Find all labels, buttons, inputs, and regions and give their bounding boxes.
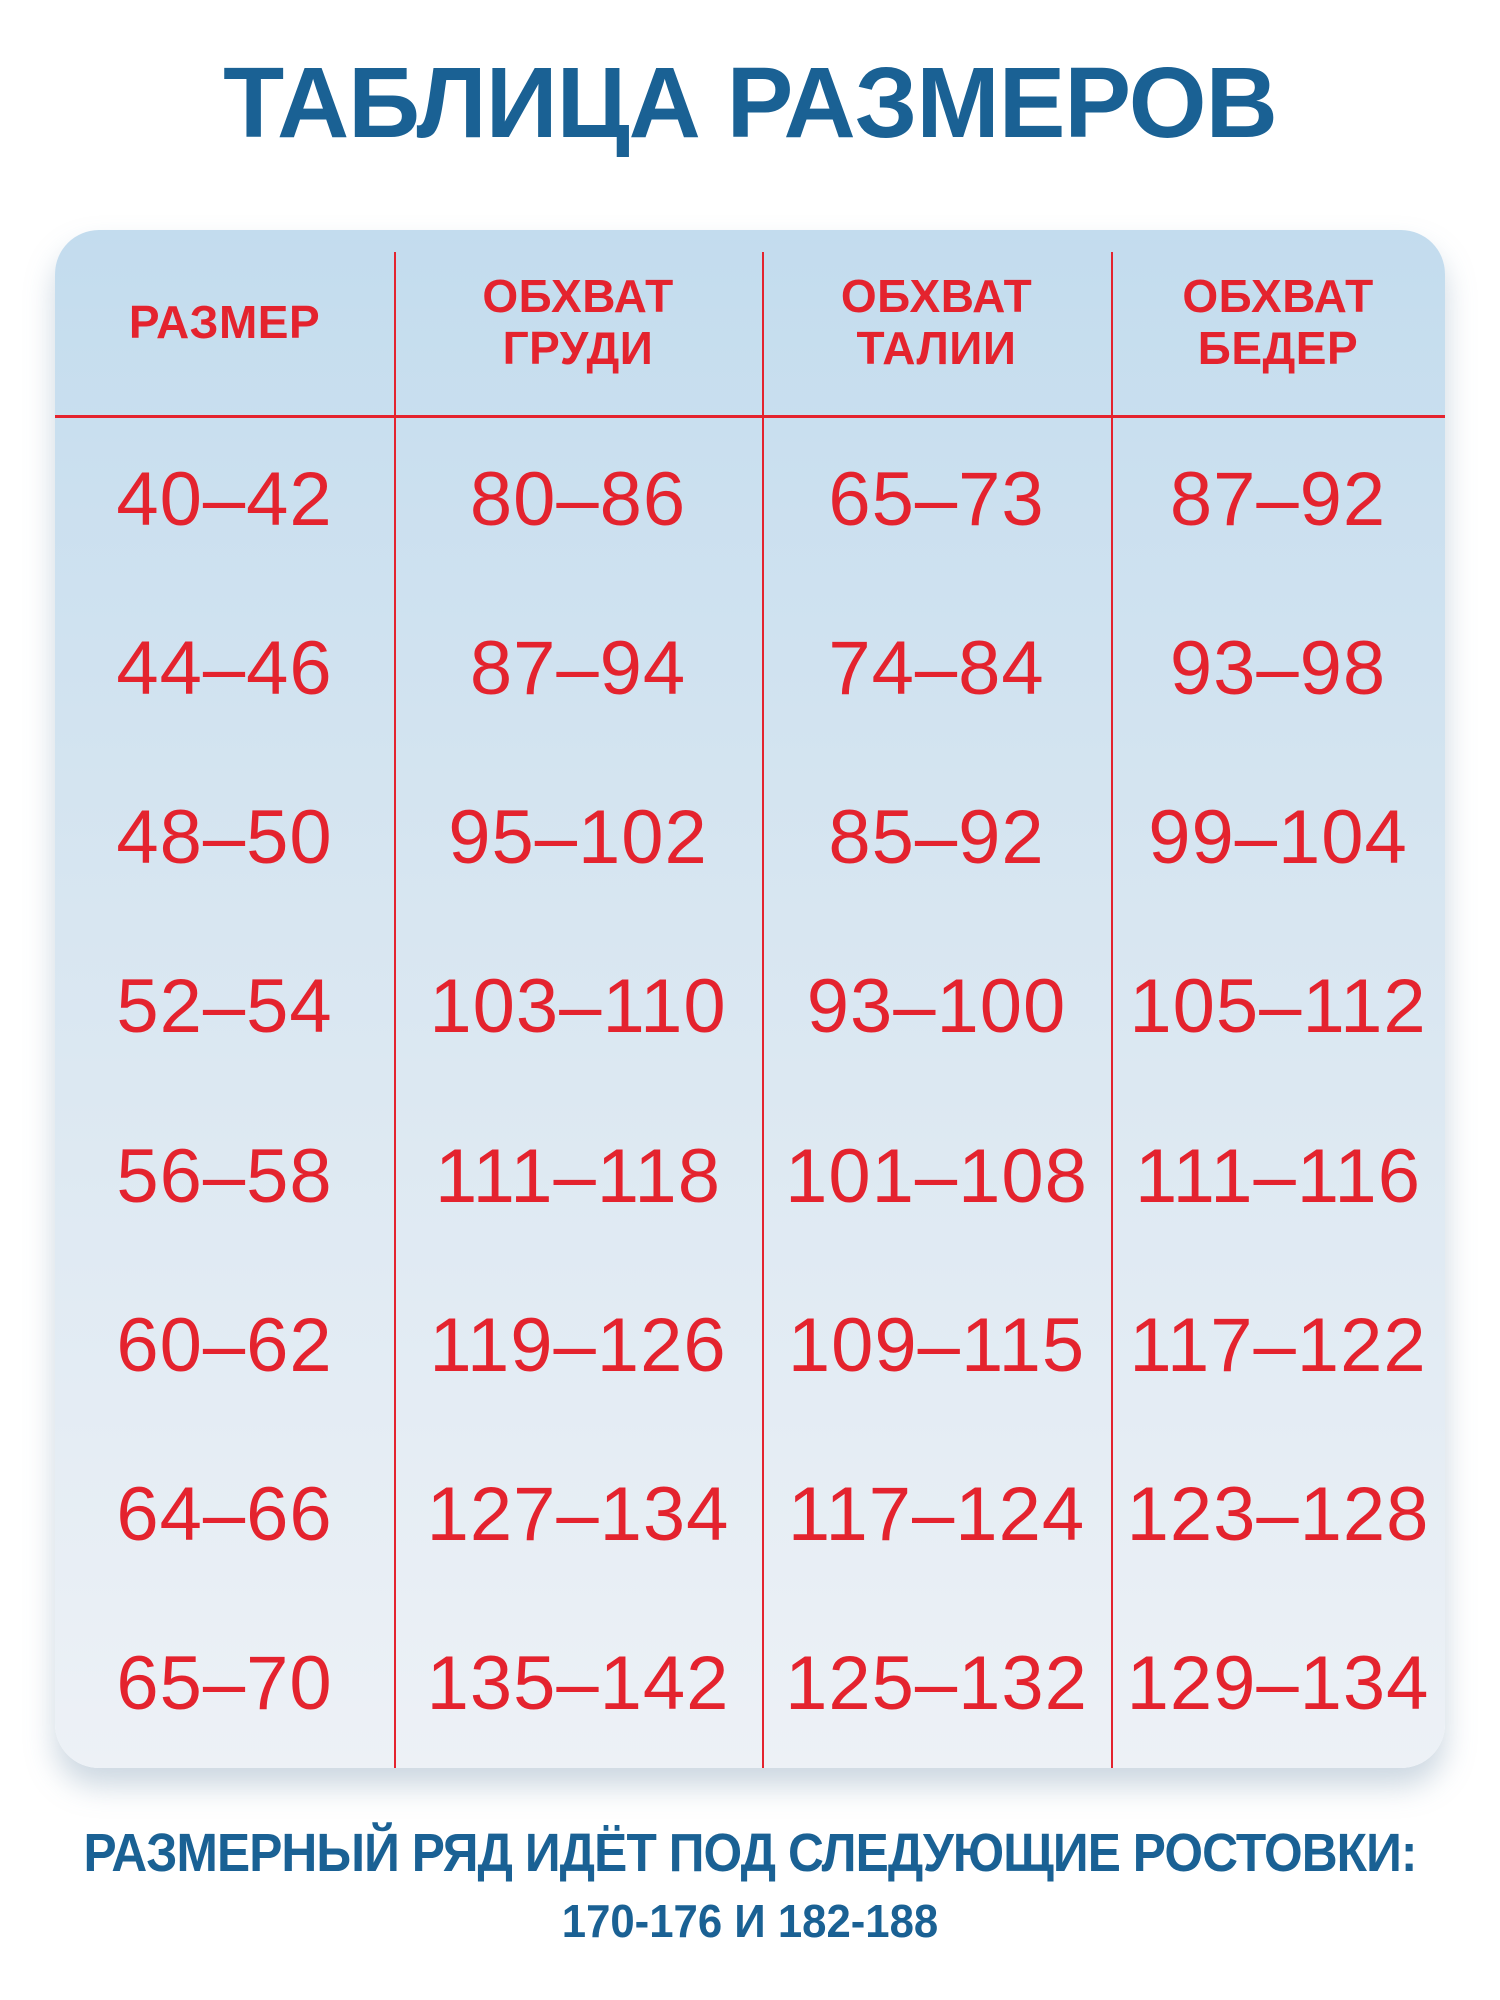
table-cell: 93–100 (806, 964, 1067, 1050)
table-cell: 95–102 (448, 795, 708, 881)
table-cell: 109–115 (787, 1302, 1086, 1388)
table-cell: 60–62 (116, 1302, 333, 1388)
table-cell: 105–112 (1129, 964, 1427, 1050)
table-cell: 101–108 (785, 1133, 1088, 1219)
col-header-size: РАЗМЕР (128, 295, 321, 348)
table-cell: 93–98 (1169, 626, 1387, 712)
table-cell: 56–58 (116, 1133, 333, 1219)
size-table-card: РАЗМЕР ОБХВАТ ГРУДИ ОБХВАТ ТАЛИИ ОБХВАТ … (55, 230, 1445, 1768)
table-cell: 117–122 (1129, 1302, 1427, 1388)
table-cell: 74–84 (828, 626, 1045, 712)
header-divider (55, 415, 1445, 418)
col-header-hips: ОБХВАТ БЕДЕР (1182, 269, 1374, 374)
table-cell: 123–128 (1126, 1471, 1430, 1557)
table-cell: 117–124 (787, 1471, 1086, 1557)
table-cell: 103–110 (429, 964, 727, 1050)
table-cell: 64–66 (116, 1471, 333, 1557)
table-cell: 87–94 (469, 626, 687, 712)
table-cell: 119–126 (429, 1302, 727, 1388)
table-cell: 129–134 (1126, 1640, 1430, 1726)
table-cell: 65–70 (116, 1640, 333, 1726)
footer-note: РАЗМЕРНЫЙ РЯД ИДЁТ ПОД СЛЕДУЮЩИЕ РОСТОВК… (0, 1822, 1500, 1948)
col-header-waist: ОБХВАТ ТАЛИИ (840, 269, 1033, 374)
page-title: ТАБЛИЦА РАЗМЕРОВ (223, 47, 1278, 159)
table-cell: 125–132 (785, 1640, 1088, 1726)
table-cell: 87–92 (1169, 457, 1387, 543)
footer-note-text: РАЗМЕРНЫЙ РЯД ИДЁТ ПОД СЛЕДУЮЩИЕ РОСТОВК… (83, 1823, 1418, 1883)
table-cell: 111–116 (1135, 1133, 1421, 1219)
table-cell: 48–50 (116, 795, 333, 881)
table-cell: 111–118 (435, 1133, 721, 1219)
table-cell: 44–46 (116, 626, 333, 712)
column-divider (394, 252, 396, 1768)
table-cell: 80–86 (469, 457, 687, 543)
table-cell: 127–134 (426, 1471, 730, 1557)
table-cell: 99–104 (1148, 795, 1408, 881)
table-cell: 85–92 (828, 795, 1045, 881)
column-divider (1111, 252, 1113, 1768)
col-header-chest: ОБХВАТ ГРУДИ (482, 269, 674, 374)
table-cell: 135–142 (426, 1640, 730, 1726)
table-cell: 40–42 (116, 457, 333, 543)
footer-note-heights: 170-176 И 182-188 (561, 1895, 939, 1947)
table-cell: 52–54 (116, 964, 333, 1050)
table-cell: 65–73 (828, 457, 1045, 543)
column-divider (762, 252, 764, 1768)
size-table: РАЗМЕР ОБХВАТ ГРУДИ ОБХВАТ ТАЛИИ ОБХВАТ … (55, 230, 1445, 1768)
